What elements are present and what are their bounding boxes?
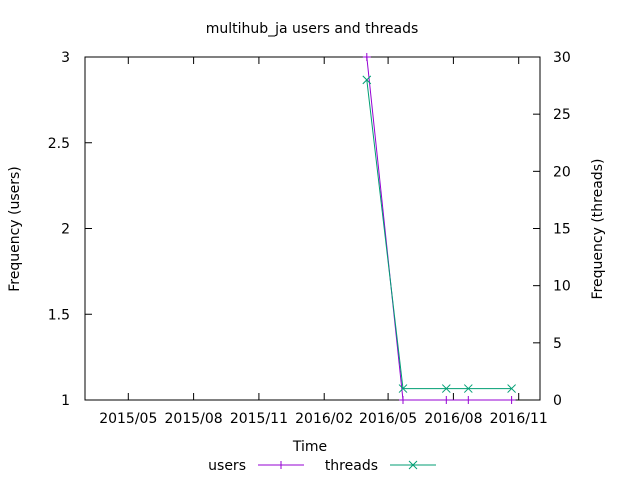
- left-y-tick-label: 2: [61, 222, 70, 238]
- left-y-axis: 1 1.5 2 2.5 3: [48, 50, 92, 409]
- data-point-threads: [463, 384, 473, 393]
- series-line-users: [366, 56, 512, 401]
- x-tick-label: 2015/05: [99, 411, 157, 427]
- x-tick-label: 2016/11: [490, 411, 548, 427]
- legend-label-threads: threads: [325, 458, 378, 474]
- legend-marker-glyph-threads: [408, 460, 418, 470]
- right-y-tick-label: 20: [553, 164, 571, 180]
- left-y-tick-label: 2.5: [48, 136, 70, 152]
- right-y-tick-label: 10: [553, 279, 571, 295]
- data-point-users: [399, 396, 408, 404]
- right-y-tick-label: 5: [553, 336, 562, 352]
- plot-frame: [84, 56, 541, 401]
- x-axis: 2015/05 2015/08 2015/11 2016/02 2016/05 2016/…: [99, 57, 548, 427]
- x-tick-label: 2015/11: [230, 411, 288, 427]
- data-point-users: [362, 53, 371, 61]
- x-axis-label: Time: [292, 439, 327, 455]
- left-y-tick-label: 1.5: [48, 307, 70, 323]
- legend-marker-threads: [408, 460, 418, 470]
- x-tick-label: 2016/08: [424, 411, 482, 427]
- data-point-users: [442, 396, 451, 404]
- series-line-threads: [366, 79, 512, 390]
- data-point-users: [507, 396, 516, 404]
- left-y-tick-label: 1: [61, 393, 70, 409]
- legend: users threads: [208, 458, 436, 474]
- left-y-axis-label: Frequency (users): [7, 166, 23, 292]
- right-y-axis-label: Frequency (threads): [590, 159, 606, 300]
- right-y-axis: 0 5 10 15 20 25 30: [533, 50, 571, 409]
- x-tick-label: 2016/02: [295, 411, 353, 427]
- x-tick-label: 2015/08: [165, 411, 223, 427]
- right-y-tick-label: 15: [553, 222, 571, 238]
- right-y-tick-label: 25: [553, 107, 571, 123]
- data-point-threads: [507, 384, 516, 393]
- legend-marker-glyph-users: [277, 461, 285, 469]
- data-point-users: [464, 396, 473, 404]
- legend-label-users: users: [208, 458, 246, 474]
- right-y-tick-label: 0: [553, 393, 562, 409]
- x-tick-label: 2016/05: [359, 411, 417, 427]
- data-point-threads: [398, 384, 408, 393]
- left-y-tick-label: 3: [61, 50, 70, 66]
- right-y-tick-label: 30: [553, 50, 571, 66]
- series-layer: [362, 53, 516, 404]
- data-point-threads: [441, 384, 451, 393]
- legend-marker-users: [277, 461, 285, 469]
- chart-title: multihub_ja users and threads: [206, 21, 419, 37]
- data-point-threads: [362, 75, 372, 85]
